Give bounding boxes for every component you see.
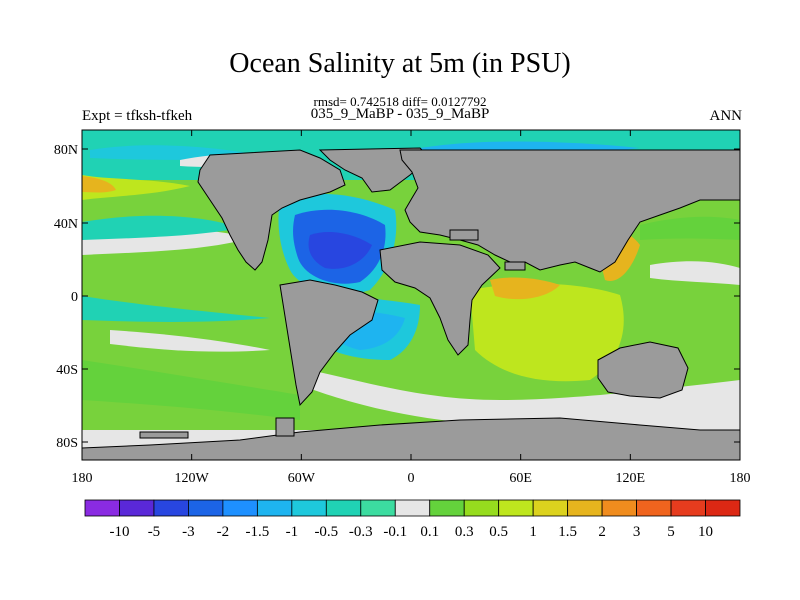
colorbar-label: 1	[529, 524, 537, 540]
atlantic-dark-blue	[308, 231, 372, 269]
case-label: 035_9_MaBP - 035_9_MaBP	[310, 106, 490, 122]
colorbar-swatch	[429, 499, 465, 517]
australia	[597, 341, 689, 399]
season-label: ANN	[709, 108, 743, 124]
y-tick-label: 80S	[56, 436, 78, 451]
colorbar-swatch	[705, 499, 741, 517]
colorbar-label: -5	[148, 524, 161, 540]
land-masses	[82, 147, 740, 460]
x-tick-label: 60W	[288, 471, 316, 486]
north-pacific-cyan	[82, 215, 240, 240]
south-pacific-green	[82, 360, 300, 420]
south-america	[279, 279, 379, 407]
colorbar-swatch	[498, 499, 534, 517]
x-tick-label: 120W	[175, 471, 210, 486]
colorbar-label: 0.5	[489, 524, 508, 540]
west-pacific-neutral	[650, 261, 740, 285]
colorbar-swatch	[256, 499, 293, 517]
south-pacific-neutral	[110, 330, 270, 352]
salinity-field	[82, 130, 740, 460]
colorbar-label: 5	[667, 524, 675, 540]
colorbar-swatch	[636, 499, 672, 517]
x-tick-label: 180	[730, 471, 751, 486]
colorbar-swatch	[601, 499, 637, 517]
x-tick-label: 60E	[509, 471, 532, 486]
island	[139, 431, 189, 439]
north-america	[197, 149, 346, 271]
antarctica	[82, 417, 740, 460]
colorbar-swatch	[567, 499, 603, 517]
island	[449, 229, 479, 241]
colorbar-label: -3	[182, 524, 195, 540]
y-tick-label: 40S	[56, 363, 78, 378]
colorbar-label: -2	[217, 524, 230, 540]
colorbar-swatch	[188, 499, 224, 517]
stats-subtitle: rmsd= 0.742518 diff= 0.0127792	[313, 94, 487, 109]
colorbar-label: 0.1	[420, 524, 439, 540]
colorbar: -10 -5 -3 -2 -1.5 -1 -0.5 -0.3 -0.1 0.1 0.3 0.5 1 1.5…	[84, 499, 741, 540]
north-pacific-yellow	[82, 175, 190, 200]
island	[504, 261, 526, 271]
colorbar-label: 0.3	[455, 524, 474, 540]
colorbar-label: -0.1	[383, 524, 407, 540]
page-title: Ocean Salinity at 5m (in PSU)	[229, 48, 571, 79]
colorbar-label: -0.5	[314, 524, 338, 540]
colorbar-swatch	[119, 499, 155, 517]
y-tick-label: 0	[71, 290, 78, 305]
colorbar-label: 1.5	[558, 524, 577, 540]
tropical-pacific-cyan	[82, 296, 270, 322]
indian-ocean-yellow	[470, 283, 624, 382]
colorbar-swatch	[291, 499, 327, 517]
colorbar-label: 2	[598, 524, 606, 540]
y-tick-label: 80N	[54, 143, 78, 158]
colorbar-label: -10	[109, 524, 129, 540]
north-pacific-orange	[82, 176, 116, 193]
experiment-label: Expt = tfksh-tfkeh	[82, 108, 193, 124]
colorbar-label: 3	[633, 524, 641, 540]
island	[275, 417, 295, 437]
africa	[379, 241, 501, 356]
colorbar-label: -0.3	[349, 524, 373, 540]
west-pacific-green	[640, 216, 740, 240]
map-axes: 180 120W 60W 0 60E 120E 180 80N 40N 0 40S 80S	[54, 130, 751, 486]
colorbar-label: 10	[698, 524, 713, 540]
colorbar-label: -1.5	[245, 524, 269, 540]
eurasia	[399, 149, 740, 273]
colorbar-swatch	[532, 499, 569, 517]
southern-ocean-neutral	[300, 368, 740, 431]
colorbar-swatch	[222, 499, 258, 517]
colorbar-swatch	[394, 499, 431, 517]
colorbar-swatch	[670, 499, 706, 517]
y-tick-label: 40N	[54, 217, 78, 232]
colorbar-swatch	[360, 499, 396, 517]
indian-ocean-orange	[490, 277, 560, 300]
x-tick-label: 120E	[616, 471, 646, 486]
colorbar-swatch	[84, 499, 120, 517]
x-tick-label: 180	[72, 471, 93, 486]
colorbar-swatch	[325, 499, 362, 517]
colorbar-swatch	[463, 499, 500, 517]
colorbar-label: -1	[286, 524, 299, 540]
x-tick-label: 0	[408, 471, 415, 486]
colorbar-swatch	[153, 499, 189, 517]
